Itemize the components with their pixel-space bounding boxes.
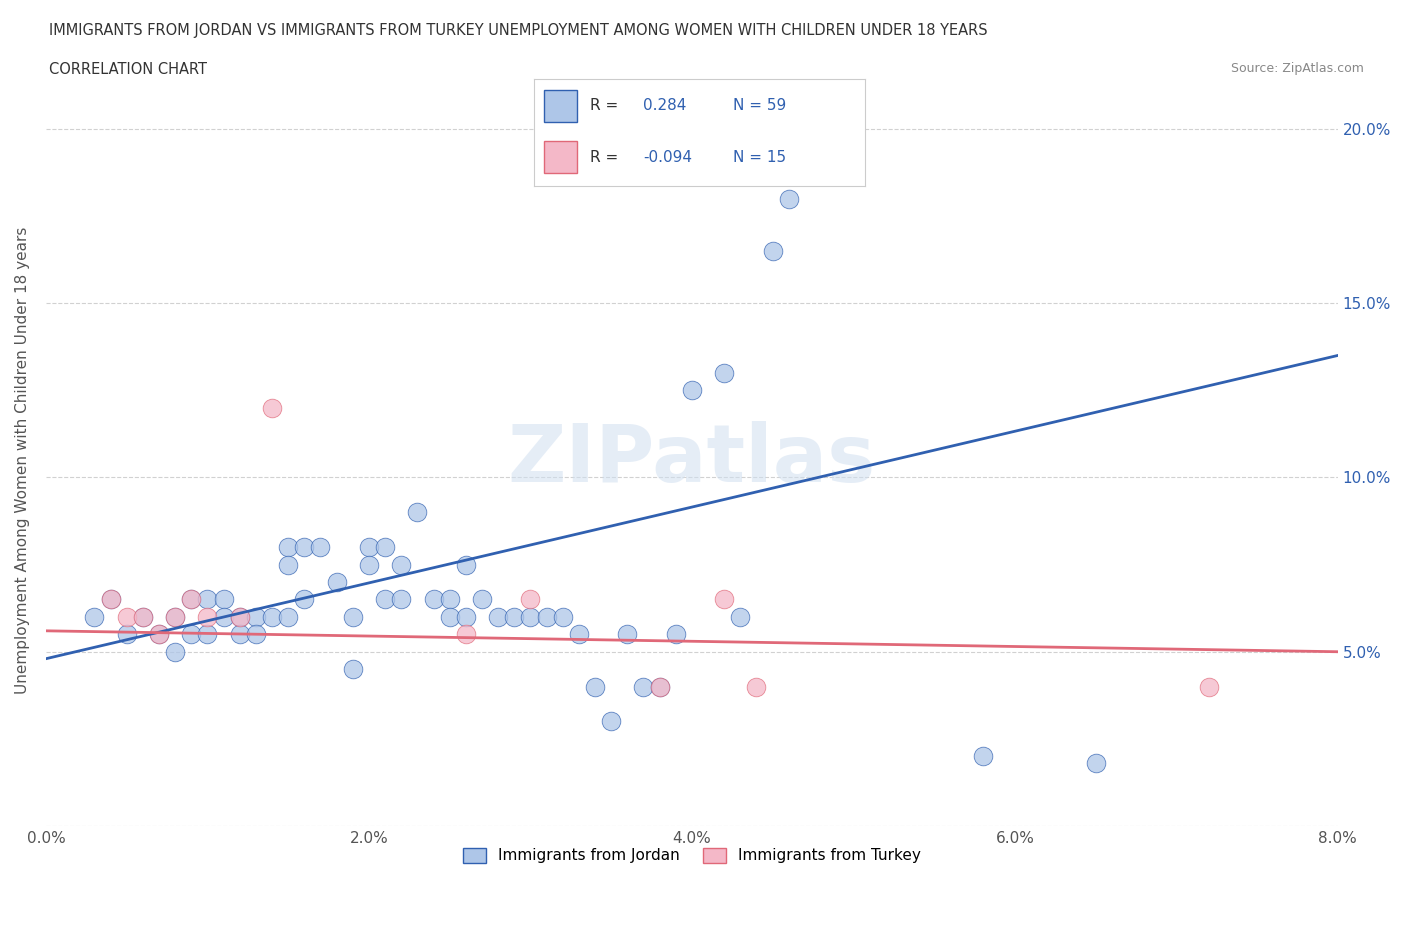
Point (551, 609, 574, 624)
Point (519, 609, 541, 624)
Point (277, 557, 299, 572)
Text: Source: ZipAtlas.com: Source: ZipAtlas.com (1230, 62, 1364, 75)
Point (471, 592, 494, 607)
Text: R =: R = (591, 99, 619, 113)
Point (519, 592, 541, 607)
Point (503, 609, 526, 624)
Text: IMMIGRANTS FROM JORDAN VS IMMIGRANTS FROM TURKEY UNEMPLOYMENT AMONG WOMEN WITH C: IMMIGRANTS FROM JORDAN VS IMMIGRANTS FRO… (49, 23, 988, 38)
Point (165, 644, 187, 659)
Point (389, 592, 412, 607)
Text: N = 59: N = 59 (733, 99, 786, 113)
Point (132, 609, 155, 624)
Point (292, 539, 315, 554)
Text: CORRELATION CHART: CORRELATION CHART (49, 62, 207, 77)
Point (486, 609, 509, 624)
Point (648, 679, 671, 694)
Legend: Immigrants from Jordan, Immigrants from Turkey: Immigrants from Jordan, Immigrants from … (457, 842, 927, 870)
Point (600, 714, 623, 729)
Point (245, 609, 267, 624)
Point (309, 539, 332, 554)
Point (148, 627, 170, 642)
Point (454, 609, 477, 624)
Point (229, 609, 252, 624)
Point (374, 539, 396, 554)
Point (713, 365, 735, 380)
Point (132, 609, 155, 624)
Point (357, 557, 380, 572)
Point (180, 592, 202, 607)
Point (1084, 756, 1107, 771)
Point (762, 244, 785, 259)
Point (713, 592, 735, 607)
Point (681, 383, 703, 398)
Point (454, 557, 477, 572)
Point (357, 539, 380, 554)
Point (422, 592, 444, 607)
Point (245, 627, 267, 642)
Point (406, 505, 429, 520)
Point (197, 609, 219, 624)
Point (100, 592, 122, 607)
Point (197, 592, 219, 607)
Bar (544, 89, 578, 122)
Point (633, 679, 655, 694)
Point (389, 557, 412, 572)
Text: R =: R = (591, 150, 619, 165)
Point (1198, 679, 1220, 694)
Point (165, 609, 187, 624)
Point (730, 609, 752, 624)
Point (260, 609, 283, 624)
Point (100, 592, 122, 607)
Point (972, 749, 994, 764)
Point (83, 609, 105, 624)
Point (115, 627, 138, 642)
Text: -0.094: -0.094 (644, 150, 692, 165)
Point (583, 679, 606, 694)
Point (197, 627, 219, 642)
Bar (544, 141, 578, 173)
Point (180, 592, 202, 607)
Point (212, 609, 235, 624)
Point (342, 609, 364, 624)
Point (374, 592, 396, 607)
Point (229, 609, 252, 624)
Point (292, 592, 315, 607)
Point (115, 609, 138, 624)
Text: N = 15: N = 15 (733, 150, 786, 165)
Point (148, 627, 170, 642)
Point (165, 609, 187, 624)
Point (212, 592, 235, 607)
Y-axis label: Unemployment Among Women with Children Under 18 years: Unemployment Among Women with Children U… (15, 226, 30, 694)
Point (536, 609, 558, 624)
Point (778, 192, 800, 206)
Point (616, 627, 638, 642)
Point (277, 609, 299, 624)
Point (342, 662, 364, 677)
Point (260, 400, 283, 415)
Text: ZIPatlas: ZIPatlas (508, 421, 876, 499)
Point (439, 592, 461, 607)
Point (439, 609, 461, 624)
Point (229, 627, 252, 642)
Point (325, 575, 347, 590)
Text: 0.284: 0.284 (644, 99, 686, 113)
Point (277, 539, 299, 554)
Point (568, 627, 591, 642)
Point (745, 679, 768, 694)
Point (180, 627, 202, 642)
Point (454, 627, 477, 642)
Point (648, 679, 671, 694)
Point (665, 627, 688, 642)
